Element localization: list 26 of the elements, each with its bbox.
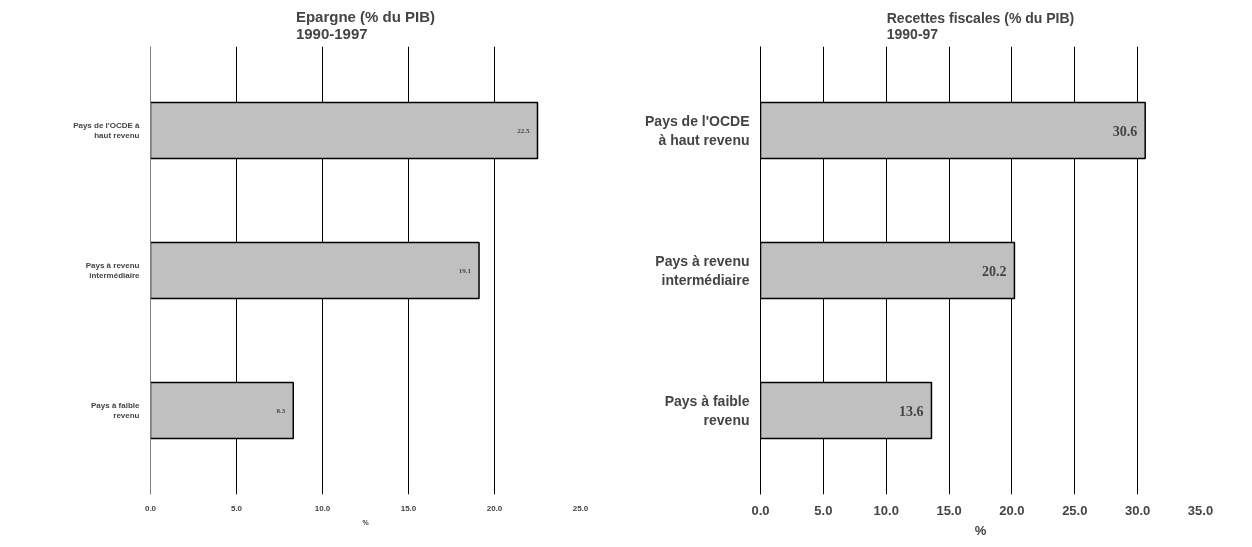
- x-tick-label: 25.0: [1062, 502, 1088, 518]
- y-tick-label: Pays à revenu intermédiaire: [85, 260, 141, 281]
- x-tick-label: 5.0: [814, 502, 833, 518]
- data-label: 20.2: [981, 263, 1007, 279]
- y-tick-label: Pays de l'OCDE à haut revenu: [73, 120, 141, 141]
- x-tick-label: 0.0: [144, 503, 157, 513]
- data-label: 13.6: [898, 403, 924, 419]
- y-tick-label: Pays à faible revenu: [91, 400, 141, 421]
- x-axis-title: %: [974, 522, 987, 538]
- chart-title: Recettes fiscales (% du PIB) 1990-97: [886, 9, 1075, 42]
- x-tick-label: 15.0: [936, 502, 962, 518]
- x-tick-label: 20.0: [486, 503, 503, 513]
- data-label: 30.6: [1112, 123, 1138, 139]
- y-tick-label: Pays à faible revenu: [664, 392, 750, 429]
- y-tick-label: Pays à revenu intermédiaire: [655, 252, 750, 289]
- x-tick-label: 35.0: [1187, 502, 1214, 518]
- x-tick-label: 20.0: [999, 502, 1025, 518]
- x-tick-label: 15.0: [400, 503, 417, 513]
- x-tick-label: 10.0: [873, 502, 899, 518]
- x-tick-label: 5.0: [230, 503, 243, 513]
- x-tick-label: 30.0: [1124, 502, 1151, 518]
- x-tick-label: 10.0: [314, 503, 331, 513]
- chart-title: Epargne (% du PIB) 1990-1997: [295, 7, 436, 42]
- x-tick-label: 0.0: [751, 502, 770, 518]
- x-tick-label: 25.0: [572, 503, 589, 513]
- y-tick-label: Pays de l'OCDE à haut revenu: [645, 112, 750, 149]
